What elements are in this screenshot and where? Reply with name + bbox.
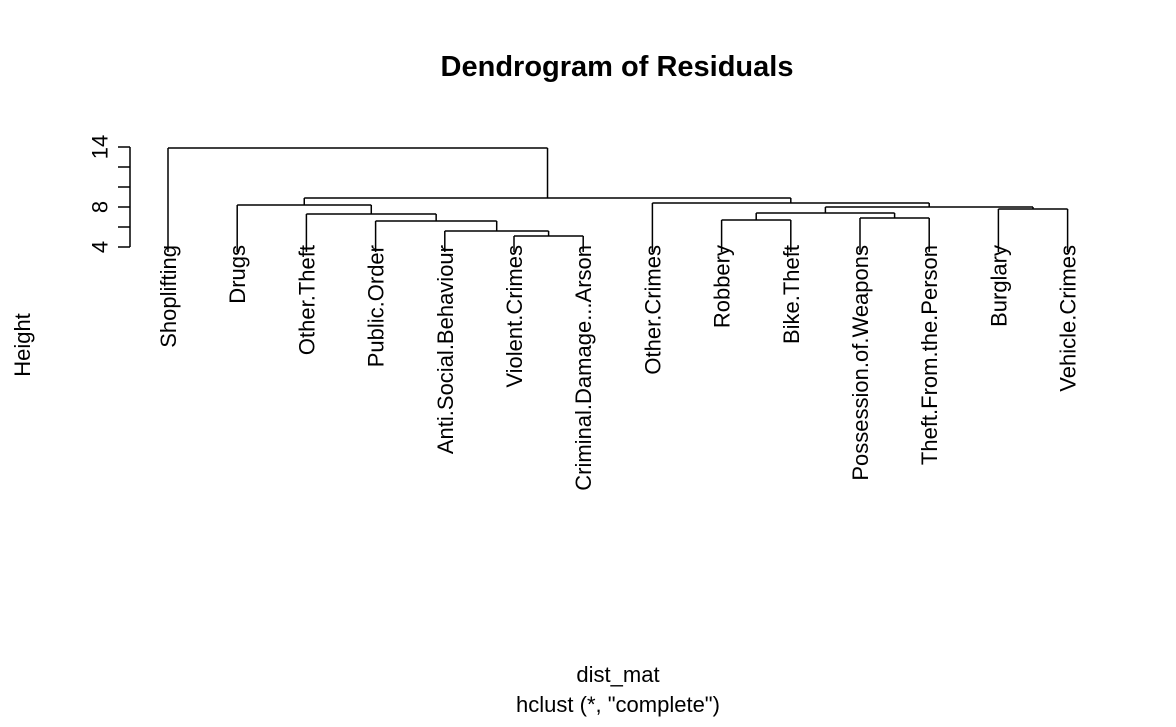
leaf-label: Burglary [986, 245, 1011, 327]
leaf-label: Other.Crimes [640, 245, 665, 375]
leaf-label: Shoplifting [156, 245, 181, 348]
leaf-label: Bike.Theft [779, 245, 804, 344]
leaf-label: Possession.of.Weapons [848, 245, 873, 481]
leaf-label: Criminal.Damage...Arson [571, 245, 596, 491]
dendrogram-tree [167, 147, 1069, 252]
y-tick-label: 4 [88, 241, 113, 253]
chart-title: Dendrogram of Residuals [441, 51, 794, 83]
leaf-label: Anti.Social.Behaviour [433, 245, 458, 454]
y-axis-label: Height [10, 313, 35, 377]
leaf-label: Drugs [225, 245, 250, 304]
leaf-label: Violent.Crimes [502, 245, 527, 388]
leaf-label: Robbery [710, 245, 735, 328]
leaf-labels: Shoplifting Drugs Other.Theft Public.Order A… [156, 245, 1081, 491]
leaf-label: Theft.From.the.Person [917, 245, 942, 465]
leaf-label: Public.Order [364, 245, 389, 367]
x-axis-label: dist_mat [576, 662, 659, 687]
y-tick-label: 8 [88, 201, 113, 213]
y-axis: 4 8 14 [88, 135, 131, 253]
method-sublabel: hclust (*, "complete") [516, 692, 720, 717]
leaf-label: Other.Theft [294, 245, 319, 355]
leaf-label: Vehicle.Crimes [1056, 245, 1081, 392]
y-tick-label: 14 [88, 135, 113, 159]
